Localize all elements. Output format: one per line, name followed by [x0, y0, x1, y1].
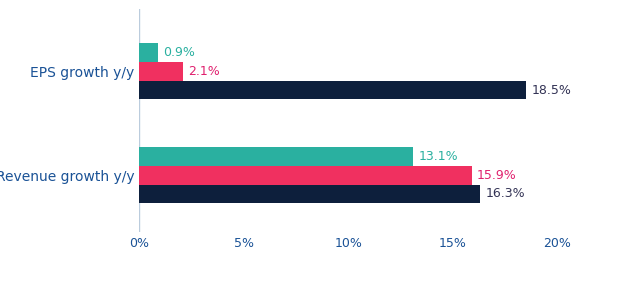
Text: 13.1%: 13.1%	[418, 150, 458, 163]
Bar	[139, 147, 413, 166]
Bar	[139, 81, 526, 99]
Bar	[139, 166, 472, 185]
Bar	[139, 43, 158, 62]
Text: 2.1%: 2.1%	[189, 65, 220, 78]
Bar	[139, 185, 480, 203]
Bar	[139, 62, 183, 81]
Text: 0.9%: 0.9%	[163, 46, 195, 59]
Text: 16.3%: 16.3%	[486, 187, 525, 201]
Text: 18.5%: 18.5%	[531, 83, 571, 97]
Text: 15.9%: 15.9%	[477, 169, 517, 182]
